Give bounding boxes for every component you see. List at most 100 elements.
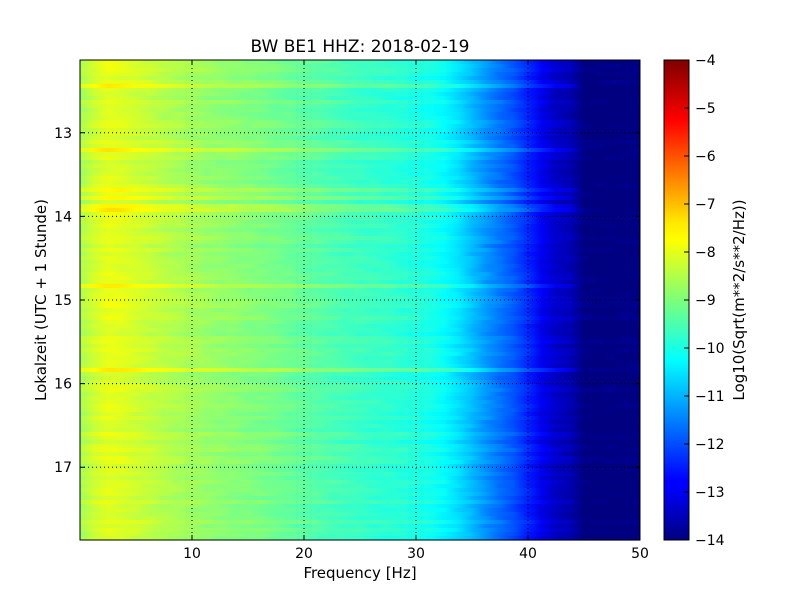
heatmap-row [80, 96, 640, 101]
heatmap-row [80, 312, 640, 317]
heatmap-row [80, 208, 640, 213]
heatmap-row [80, 172, 640, 177]
heatmap-row [80, 108, 640, 113]
heatmap-row [80, 76, 640, 81]
heatmap-row [80, 168, 640, 173]
heatmap-row [80, 508, 640, 513]
x-tick-label: 40 [519, 546, 537, 562]
heatmap-row [80, 320, 640, 325]
heatmap-row [80, 292, 640, 297]
y-tick-label: 13 [54, 126, 72, 142]
heatmap-row [80, 200, 640, 205]
heatmap-row [80, 528, 640, 533]
heatmap-row [80, 128, 640, 133]
x-axis-label: Frequency [Hz] [303, 564, 416, 582]
heatmap-row [80, 288, 640, 293]
heatmap-row [80, 232, 640, 237]
grid-lines [80, 60, 640, 540]
heatmap-row [80, 520, 640, 525]
heatmap-row [80, 236, 640, 241]
heatmap-row [80, 492, 640, 497]
y-tick-label: 14 [54, 209, 72, 225]
colorbar-tick-label: −6 [695, 149, 716, 165]
heatmap-row [80, 276, 640, 281]
heatmap-row [80, 364, 640, 369]
heatmap-row [80, 456, 640, 461]
heatmap-rows [80, 60, 640, 541]
heatmap-row [80, 220, 640, 225]
heatmap-row [80, 316, 640, 321]
heatmap-row [80, 124, 640, 129]
heatmap-row [80, 164, 640, 169]
heatmap-row [80, 144, 640, 149]
heatmap-row [80, 440, 640, 445]
colorbar-tick-label: −5 [695, 101, 716, 117]
x-tick-label: 50 [631, 546, 649, 562]
heatmap-row [80, 252, 640, 257]
heatmap-row [80, 284, 640, 289]
heatmap-row [80, 328, 640, 333]
heatmap-row [80, 152, 640, 157]
heatmap-row [80, 452, 640, 457]
colorbar-tick-label: −11 [695, 389, 725, 405]
heatmap-row [80, 356, 640, 361]
heatmap-row [80, 112, 640, 117]
heatmap-row [80, 336, 640, 341]
heatmap-row [80, 368, 640, 373]
heatmap-row [80, 412, 640, 417]
heatmap-row [80, 392, 640, 397]
heatmap-row [80, 272, 640, 277]
heatmap-row [80, 240, 640, 245]
heatmap-row [80, 416, 640, 421]
colorbar-tick-label: −13 [695, 485, 725, 501]
heatmap-row [80, 332, 640, 337]
y-tick-label: 16 [54, 377, 72, 393]
heatmap-row [80, 260, 640, 265]
heatmap-row [80, 104, 640, 109]
colorbar: −4 −5 −6 −7 −8 −9 −10 −11 −12 −13 −14 Log10(Sqrt(m… [663, 53, 748, 549]
heatmap-row [80, 80, 640, 85]
heatmap-row [80, 244, 640, 249]
heatmap-row [80, 192, 640, 197]
heatmap-row [80, 376, 640, 381]
heatmap-row [80, 504, 640, 509]
heatmap-row [80, 188, 640, 193]
heatmap-row [80, 184, 640, 189]
colorbar-tick-label: −14 [695, 533, 725, 549]
heatmap-row [80, 432, 640, 437]
heatmap-row [80, 404, 640, 409]
heatmap-row [80, 400, 640, 405]
heatmap-row [80, 480, 640, 485]
heatmap-row [80, 388, 640, 393]
heatmap-row [80, 448, 640, 453]
heatmap-row [80, 460, 640, 465]
x-axis: 10 20 30 40 50 [183, 60, 649, 562]
heatmap-row [80, 468, 640, 473]
heatmap-row [80, 384, 640, 389]
heatmap-row [80, 68, 640, 73]
heatmap-row [80, 396, 640, 401]
heatmap-row [80, 484, 640, 489]
heatmap-row [80, 136, 640, 141]
heatmap-row [80, 516, 640, 521]
colorbar-tick-label: −9 [695, 293, 716, 309]
heatmap-row [80, 116, 640, 121]
heatmap-row [80, 360, 640, 365]
colorbar-tick-label: −10 [695, 341, 725, 357]
heatmap-row [80, 92, 640, 97]
heatmap-row [80, 224, 640, 229]
heatmap-row [80, 60, 640, 65]
heatmap-row [80, 476, 640, 481]
heatmap-row [80, 512, 640, 517]
colorbar-ticks: −4 −5 −6 −7 −8 −9 −10 −11 −12 −13 −14 [684, 53, 725, 549]
heatmap-row [80, 148, 640, 153]
heatmap-row [80, 280, 640, 285]
colorbar-tick-label: −12 [695, 437, 725, 453]
heatmap-row [80, 352, 640, 357]
heatmap-row [80, 408, 640, 413]
heatmap-row [80, 428, 640, 433]
heatmap-row [80, 72, 640, 77]
heatmap-row [80, 472, 640, 477]
y-axis: 13 14 15 16 17 [54, 126, 640, 476]
